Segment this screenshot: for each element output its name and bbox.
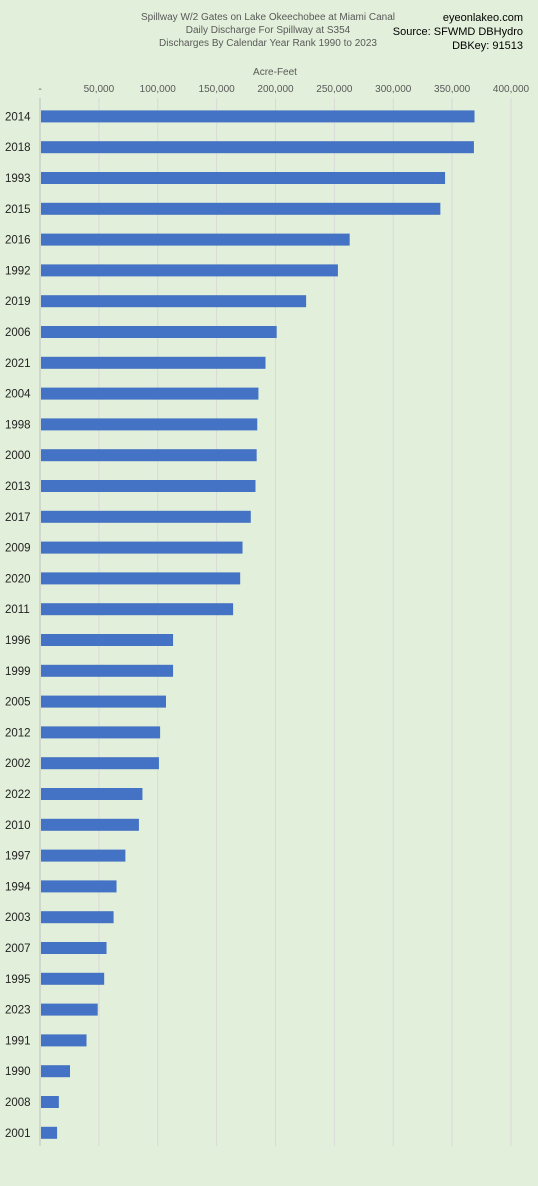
bar-2009 — [41, 541, 243, 554]
bar-2015 — [41, 202, 441, 215]
category-label: 2006 — [5, 327, 31, 339]
x-tick-label: 300,000 — [375, 84, 412, 95]
category-label: 1992 — [5, 265, 31, 277]
category-label: 2012 — [5, 727, 31, 739]
category-label: 1996 — [5, 635, 31, 647]
x-axis-title: Acre-Feet — [253, 67, 297, 78]
bar-2000 — [41, 449, 257, 462]
x-tick-label: 400,000 — [493, 84, 530, 95]
bar-1998 — [41, 418, 258, 431]
category-label: 2007 — [5, 943, 31, 955]
category-label: 2011 — [5, 604, 30, 616]
category-label: 2013 — [5, 481, 31, 493]
x-tick-label: 250,000 — [316, 84, 353, 95]
gridlines — [98, 98, 512, 1146]
bar-2002 — [41, 757, 159, 770]
bar-2021 — [41, 356, 266, 369]
category-label: 2021 — [5, 358, 31, 370]
bar-1999 — [41, 664, 174, 677]
bar-1990 — [41, 1065, 71, 1078]
source-line-1: eyeonlakeo.com — [443, 12, 523, 24]
category-label: 2016 — [5, 235, 31, 247]
category-label: 2002 — [5, 758, 31, 770]
category-label: 2018 — [5, 142, 31, 154]
category-label: 2009 — [5, 543, 31, 555]
category-label: 1999 — [5, 666, 31, 678]
bar-2023 — [41, 1003, 98, 1016]
category-label: 2017 — [5, 512, 31, 524]
category-label: 1995 — [5, 974, 31, 986]
category-label: 2023 — [5, 1005, 31, 1017]
category-label: 2019 — [5, 296, 31, 308]
bar-2012 — [41, 726, 161, 739]
category-label: 1991 — [5, 1035, 31, 1047]
title-block: Spillway W/2 Gates on Lake Okeechobee at… — [141, 12, 395, 49]
category-label: 2003 — [5, 912, 31, 924]
bar-2003 — [41, 911, 114, 924]
category-label: 1998 — [5, 419, 31, 431]
bar-1992 — [41, 264, 338, 277]
category-label: 2020 — [5, 573, 31, 585]
bar-2004 — [41, 387, 259, 400]
bar-2017 — [41, 510, 251, 523]
x-tick-label: 50,000 — [84, 84, 115, 95]
bar-1997 — [41, 849, 126, 862]
category-label: 2004 — [5, 389, 31, 401]
bar-1996 — [41, 634, 174, 646]
source-block: eyeonlakeo.com Source: SFWMD DBHydro DBK… — [393, 12, 523, 52]
bar-1994 — [41, 880, 117, 893]
chart-title-line-2: Daily Discharge For Spillway at S354 — [186, 25, 351, 36]
bar-2006 — [41, 326, 277, 338]
category-label: 1990 — [5, 1066, 31, 1078]
bars — [41, 110, 475, 1139]
category-label: 2022 — [5, 789, 31, 801]
category-label: 1997 — [5, 851, 31, 863]
bar-2019 — [41, 295, 307, 308]
source-line-2: Source: SFWMD DBHydro — [393, 26, 523, 38]
category-label: 2000 — [5, 450, 31, 462]
x-tick-label: 100,000 — [140, 84, 177, 95]
bar-2016 — [41, 233, 350, 246]
x-axis-ticks: - 50,000 100,000 150,000 200,000 250,000 300,0… — [38, 84, 529, 95]
x-tick-label: - — [38, 84, 41, 95]
category-label: 2005 — [5, 697, 31, 709]
bar-2001 — [41, 1126, 58, 1139]
bar-2008 — [41, 1096, 59, 1108]
category-label: 2001 — [5, 1128, 31, 1140]
category-label: 2010 — [5, 820, 31, 832]
category-label: 2015 — [5, 204, 31, 216]
bar-2018 — [41, 141, 474, 154]
bar-2014 — [41, 110, 475, 123]
chart-title-line-1: Spillway W/2 Gates on Lake Okeechobee at… — [141, 12, 395, 23]
category-label: 1993 — [5, 173, 31, 185]
bar-2010 — [41, 818, 139, 831]
bar-2020 — [41, 572, 241, 585]
source-line-3: DBKey: 91513 — [452, 40, 523, 52]
bar-1995 — [41, 972, 105, 985]
bar-1991 — [41, 1034, 87, 1047]
category-label: 1994 — [5, 881, 31, 893]
x-tick-label: 350,000 — [434, 84, 471, 95]
category-labels: 2014 2018 1993 2015 2016 1992 2019 2006 2021 2004… — [5, 111, 31, 1139]
bar-2011 — [41, 603, 234, 616]
x-tick-label: 150,000 — [199, 84, 236, 95]
chart-title-line-3: Discharges By Calendar Year Rank 1990 to… — [159, 38, 377, 49]
bar-2007 — [41, 942, 107, 954]
x-tick-label: 200,000 — [257, 84, 294, 95]
category-label: 2014 — [5, 111, 31, 123]
bar-1993 — [41, 172, 446, 184]
category-label: 2008 — [5, 1097, 31, 1109]
bar-2013 — [41, 480, 256, 492]
bar-2005 — [41, 695, 166, 708]
bar-2022 — [41, 788, 143, 800]
